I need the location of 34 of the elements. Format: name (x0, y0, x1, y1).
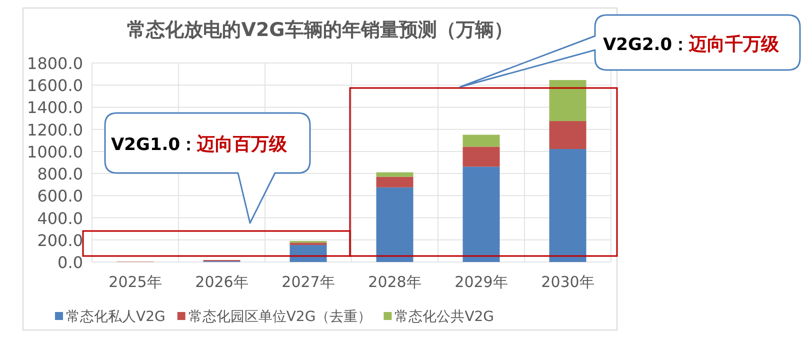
y-tick-label: 1200.0 (27, 120, 83, 140)
y-tick-label: 800.0 (37, 164, 83, 184)
y-tick-label: 600.0 (37, 186, 83, 206)
y-tick-label: 1000.0 (27, 142, 83, 162)
y-tick-label: 0.0 (58, 253, 83, 272)
legend-label: 常态化私人V2G (66, 309, 166, 325)
x-tick-label: 2028年 (368, 273, 422, 291)
x-tick-label: 2029年 (454, 273, 508, 291)
legend-label: 常态化公共V2G (394, 309, 494, 325)
bar (462, 166, 500, 262)
bar (376, 187, 414, 262)
bar (462, 146, 500, 167)
y-tick-label: 1400.0 (27, 98, 83, 118)
legend-label: 常态化园区单位V2G（去重） (188, 309, 372, 325)
bar (290, 244, 327, 262)
annotation: 迈向百万级 (196, 134, 288, 155)
bar (549, 80, 586, 122)
bar (549, 149, 586, 262)
x-tick-label: 2027年 (282, 273, 335, 291)
chart-title: 常态化放电的V2G车辆的年销量预测（万辆） (127, 19, 513, 41)
bar (376, 172, 414, 177)
annotation: V2G1.0： (111, 135, 198, 155)
bar (462, 134, 500, 147)
x-tick-label: 2026年 (195, 273, 248, 291)
x-tick-label: 2030年 (541, 273, 594, 291)
bar (376, 176, 414, 188)
y-tick-label: 400.0 (37, 208, 83, 228)
y-tick-label: 1600.0 (27, 76, 83, 96)
text: V2G2.0： (603, 35, 690, 55)
text: 迈向千万级 (688, 34, 780, 55)
y-tick-label: 1800.0 (27, 54, 83, 73)
x-tick-label: 2025年 (108, 273, 162, 291)
bar (549, 121, 586, 150)
y-tick-label: 200.0 (37, 230, 83, 250)
